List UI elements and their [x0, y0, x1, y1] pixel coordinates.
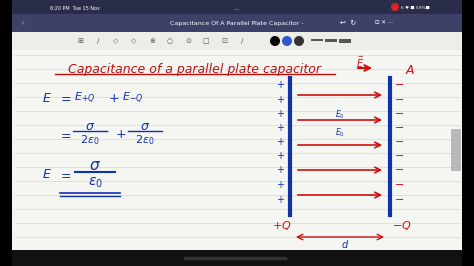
Circle shape	[282, 36, 292, 46]
Circle shape	[270, 36, 280, 46]
Text: $E$: $E$	[42, 92, 52, 105]
Text: −: −	[395, 123, 405, 133]
Circle shape	[391, 3, 399, 11]
Text: $=$: $=$	[58, 92, 72, 105]
Text: $2\varepsilon_0$: $2\varepsilon_0$	[135, 133, 155, 147]
Text: ◇: ◇	[131, 38, 137, 44]
Text: /: /	[241, 38, 243, 44]
Bar	[12, 14, 462, 32]
Text: □: □	[203, 38, 210, 44]
Text: Capacitance of a parallel plate capacitor: Capacitance of a parallel plate capacito…	[69, 64, 321, 77]
Text: $+$: $+$	[115, 128, 126, 142]
Text: ◇: ◇	[113, 38, 118, 44]
Text: $\sigma$: $\sigma$	[85, 119, 95, 132]
Text: $E_{+Q}$: $E_{+Q}$	[74, 90, 95, 106]
Text: ‹: ‹	[20, 18, 25, 28]
Text: $\sigma$: $\sigma$	[89, 157, 101, 172]
Text: ⊕: ⊕	[149, 38, 155, 44]
Bar	[12, 50, 462, 250]
Text: $-Q$: $-Q$	[392, 218, 412, 231]
Text: $E_0$: $E_0$	[335, 127, 345, 139]
Text: $2\varepsilon_0$: $2\varepsilon_0$	[80, 133, 100, 147]
Text: ...: ...	[234, 6, 240, 10]
Text: −: −	[395, 151, 405, 161]
Text: +: +	[276, 195, 284, 205]
Text: ⊙: ⊙	[185, 38, 191, 44]
Text: $\vec{E}$: $\vec{E}$	[356, 54, 364, 70]
Text: −: −	[395, 95, 405, 105]
Text: ↩  ↻: ↩ ↻	[340, 20, 356, 26]
Text: $A$: $A$	[405, 64, 415, 77]
Text: +: +	[276, 95, 284, 105]
Text: −: −	[395, 109, 405, 119]
Text: ⊞: ⊞	[77, 38, 83, 44]
Bar	[339, 39, 351, 43]
Text: $=$: $=$	[58, 128, 72, 142]
Text: $E_0$: $E_0$	[335, 109, 345, 121]
Text: ⊡ ✕ ···: ⊡ ✕ ···	[375, 20, 393, 26]
Text: +: +	[276, 137, 284, 147]
Text: $E_{-Q}$: $E_{-Q}$	[122, 90, 143, 106]
Text: $+Q$: $+Q$	[272, 218, 292, 231]
Bar	[311, 39, 323, 41]
Text: 6:20 PM  Tue 15 Nov: 6:20 PM Tue 15 Nov	[50, 6, 100, 10]
Text: $d$: $d$	[341, 238, 349, 250]
Text: ⊡: ⊡	[221, 38, 227, 44]
Text: +: +	[276, 80, 284, 90]
Text: $\sigma$: $\sigma$	[140, 119, 150, 132]
FancyBboxPatch shape	[451, 129, 461, 171]
Text: −: −	[395, 137, 405, 147]
Circle shape	[294, 36, 304, 46]
Bar	[325, 39, 337, 42]
Text: −: −	[395, 195, 405, 205]
Bar	[12, 0, 462, 14]
Text: ○: ○	[167, 38, 173, 44]
Text: $=$: $=$	[58, 168, 72, 181]
Bar	[12, 32, 462, 50]
Bar	[12, 250, 462, 266]
Text: −: −	[395, 165, 405, 175]
Text: /: /	[97, 38, 99, 44]
Text: 6 ♥ ■ 59%■: 6 ♥ ■ 59%■	[401, 6, 430, 10]
Text: Capacitance Of A Parallel Plate Capacitor -: Capacitance Of A Parallel Plate Capacito…	[170, 20, 304, 26]
Text: $\varepsilon_0$: $\varepsilon_0$	[88, 176, 102, 190]
Text: −: −	[395, 80, 405, 90]
Text: +: +	[276, 180, 284, 190]
Text: $E$: $E$	[42, 168, 52, 181]
Text: −: −	[395, 180, 405, 190]
Text: +: +	[276, 109, 284, 119]
Text: $+$: $+$	[108, 92, 119, 105]
Text: +: +	[276, 123, 284, 133]
Text: +: +	[276, 151, 284, 161]
Text: +: +	[276, 165, 284, 175]
